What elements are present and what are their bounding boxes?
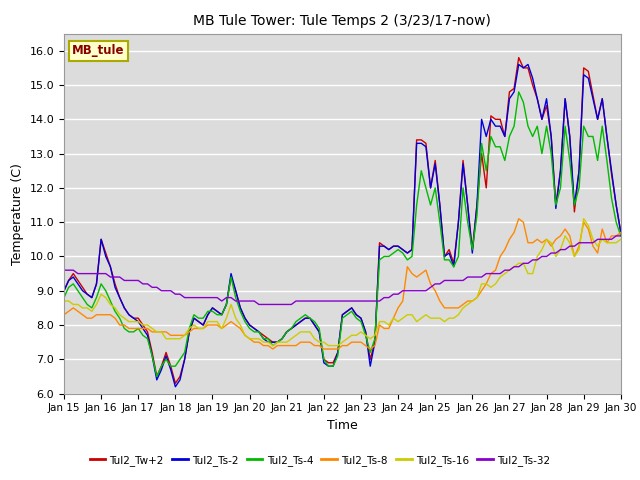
X-axis label: Time: Time [327,419,358,432]
Legend: Tul2_Tw+2, Tul2_Ts-2, Tul2_Ts-4, Tul2_Ts-8, Tul2_Ts-16, Tul2_Ts-32: Tul2_Tw+2, Tul2_Ts-2, Tul2_Ts-4, Tul2_Ts… [86,451,554,470]
Text: MB_tule: MB_tule [72,44,125,58]
Title: MB Tule Tower: Tule Temps 2 (3/23/17-now): MB Tule Tower: Tule Temps 2 (3/23/17-now… [193,14,492,28]
Y-axis label: Temperature (C): Temperature (C) [11,163,24,264]
